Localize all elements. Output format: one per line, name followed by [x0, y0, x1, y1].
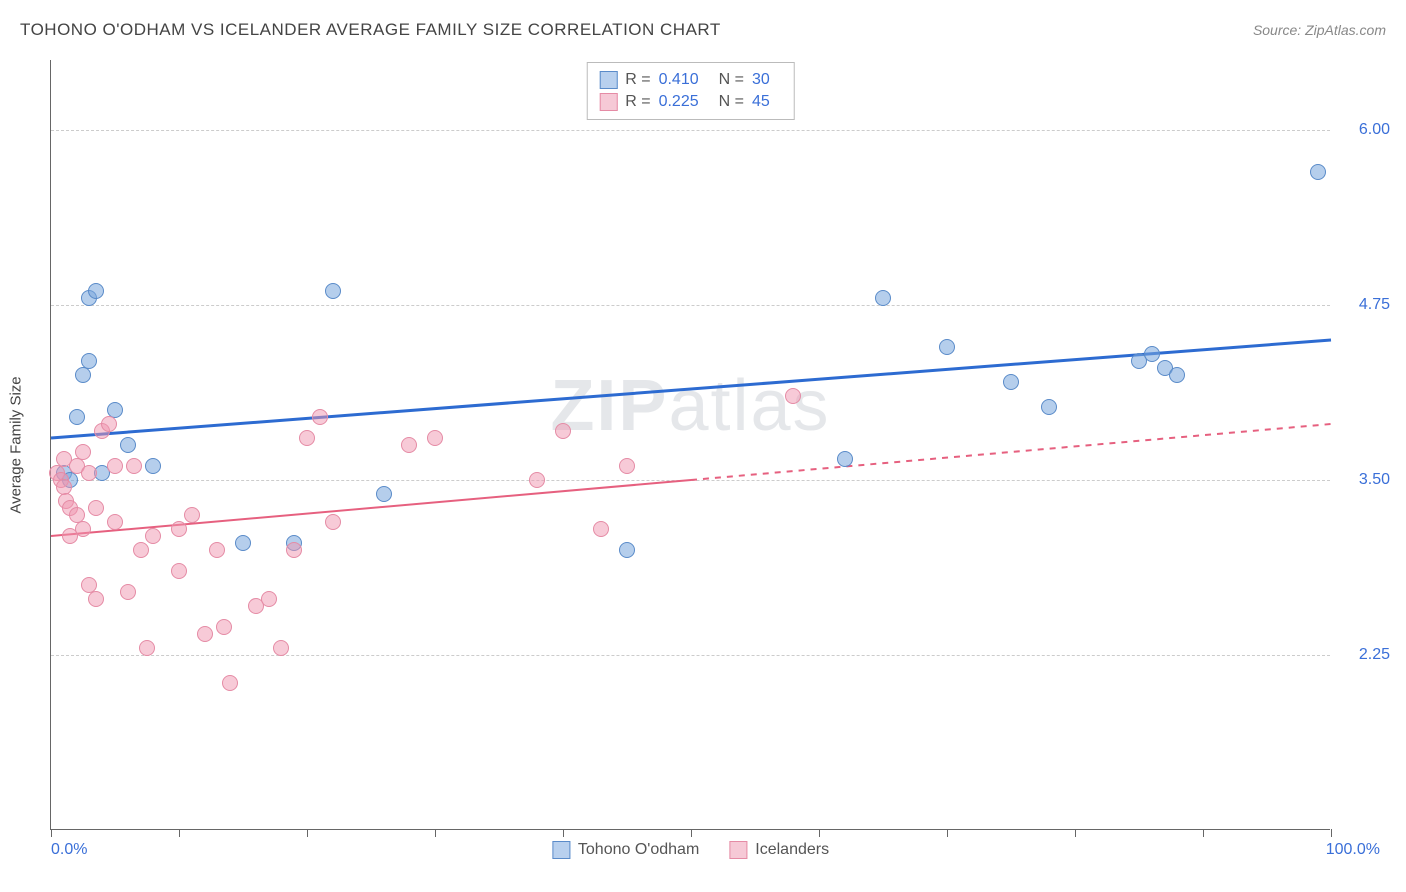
data-point	[427, 430, 443, 446]
data-point	[81, 465, 97, 481]
data-point	[593, 521, 609, 537]
data-point	[88, 283, 104, 299]
scatter-chart: Average Family Size ZIPatlas 0.0% 100.0%…	[50, 60, 1330, 830]
x-axis-min-label: 0.0%	[51, 841, 87, 859]
data-point	[75, 444, 91, 460]
legend-label: Icelanders	[755, 841, 829, 859]
data-point	[107, 458, 123, 474]
data-point	[81, 353, 97, 369]
data-point	[88, 500, 104, 516]
y-tick-label: 6.00	[1359, 121, 1390, 139]
stats-legend-row: R =0.410N =30	[599, 69, 782, 91]
x-tick	[691, 829, 692, 837]
data-point	[273, 640, 289, 656]
data-point	[184, 507, 200, 523]
grid-line	[51, 305, 1330, 306]
data-point	[139, 640, 155, 656]
legend-swatch	[599, 71, 617, 89]
x-tick	[563, 829, 564, 837]
legend-item: Tohono O'odham	[552, 841, 699, 859]
data-point	[88, 591, 104, 607]
data-point	[312, 409, 328, 425]
data-point	[197, 626, 213, 642]
data-point	[1041, 399, 1057, 415]
data-point	[145, 458, 161, 474]
data-point	[101, 416, 117, 432]
data-point	[261, 591, 277, 607]
data-point	[785, 388, 801, 404]
legend-swatch	[729, 841, 747, 859]
data-point	[171, 521, 187, 537]
data-point	[126, 458, 142, 474]
grid-line	[51, 480, 1330, 481]
y-axis-title: Average Family Size	[8, 376, 25, 513]
data-point	[216, 619, 232, 635]
legend-label: Tohono O'odham	[578, 841, 699, 859]
data-point	[875, 290, 891, 306]
y-tick-label: 3.50	[1359, 471, 1390, 489]
data-point	[1144, 346, 1160, 362]
x-tick	[51, 829, 52, 837]
series-legend: Tohono O'odham Icelanders	[552, 841, 829, 859]
x-axis-max-label: 100.0%	[1326, 841, 1380, 859]
source-attribution: Source: ZipAtlas.com	[1253, 22, 1386, 38]
data-point	[171, 563, 187, 579]
stats-legend: R =0.410N =30R =0.225N =45	[586, 62, 795, 120]
x-tick	[947, 829, 948, 837]
data-point	[75, 521, 91, 537]
data-point	[133, 542, 149, 558]
data-point	[286, 542, 302, 558]
x-tick	[307, 829, 308, 837]
legend-swatch	[552, 841, 570, 859]
legend-swatch	[599, 93, 617, 111]
data-point	[401, 437, 417, 453]
x-tick	[1075, 829, 1076, 837]
data-point	[145, 528, 161, 544]
data-point	[325, 283, 341, 299]
x-tick	[1331, 829, 1332, 837]
data-point	[120, 584, 136, 600]
data-point	[1169, 367, 1185, 383]
y-tick-label: 4.75	[1359, 296, 1390, 314]
data-point	[75, 367, 91, 383]
data-point	[376, 486, 392, 502]
grid-line	[51, 655, 1330, 656]
y-tick-label: 2.25	[1359, 646, 1390, 664]
data-point	[69, 409, 85, 425]
stats-legend-row: R =0.225N =45	[599, 91, 782, 113]
x-tick	[179, 829, 180, 837]
watermark: ZIPatlas	[550, 365, 830, 447]
data-point	[235, 535, 251, 551]
x-tick	[1203, 829, 1204, 837]
legend-item: Icelanders	[729, 841, 829, 859]
chart-title: TOHONO O'ODHAM VS ICELANDER AVERAGE FAMI…	[20, 20, 721, 40]
data-point	[299, 430, 315, 446]
data-point	[209, 542, 225, 558]
data-point	[619, 542, 635, 558]
data-point	[529, 472, 545, 488]
grid-line	[51, 130, 1330, 131]
data-point	[1003, 374, 1019, 390]
data-point	[619, 458, 635, 474]
x-tick	[819, 829, 820, 837]
data-point	[555, 423, 571, 439]
data-point	[837, 451, 853, 467]
data-point	[1310, 164, 1326, 180]
data-point	[325, 514, 341, 530]
data-point	[222, 675, 238, 691]
data-point	[107, 514, 123, 530]
x-tick	[435, 829, 436, 837]
data-point	[120, 437, 136, 453]
data-point	[939, 339, 955, 355]
